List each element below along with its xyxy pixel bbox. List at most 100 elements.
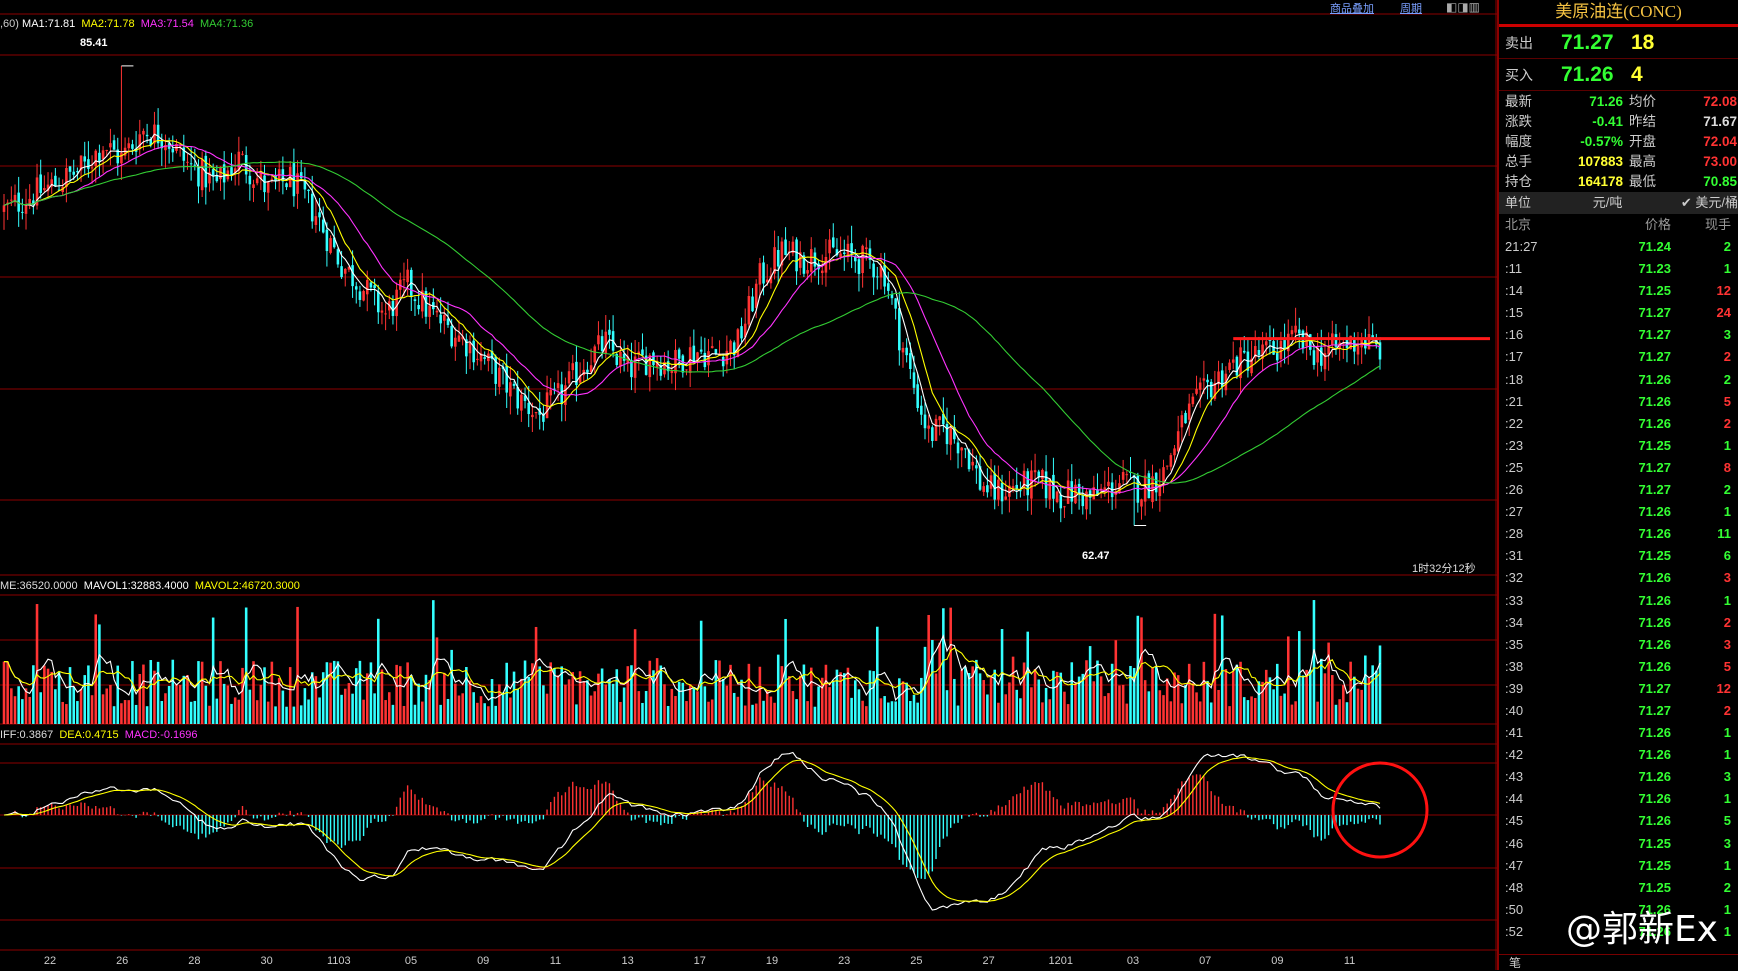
- volume-bar: [938, 642, 941, 724]
- candle-body: [762, 262, 765, 284]
- candle-body: [476, 358, 479, 360]
- dea-label: DEA:0.4715: [59, 729, 119, 741]
- period-link[interactable]: 周期: [1400, 3, 1422, 15]
- volume-bar: [131, 661, 134, 724]
- tick-price: 71.26: [1638, 371, 1671, 387]
- candle-body: [303, 179, 307, 190]
- tick-price: 71.26: [1638, 658, 1671, 674]
- volume-bar: [347, 683, 351, 724]
- volume-bar: [1209, 702, 1213, 724]
- unit-usd-option[interactable]: ✔ 美元/桶: [1680, 195, 1738, 210]
- candle-body: [1063, 506, 1066, 508]
- candle-body: [428, 305, 431, 317]
- volume-bar: [450, 649, 453, 724]
- volume-bar: [1059, 672, 1063, 724]
- tick-price: 71.27: [1638, 349, 1671, 365]
- ma4-line: [3, 161, 1381, 484]
- candle-body: [872, 263, 875, 278]
- tick-volume: 2: [1723, 371, 1731, 387]
- volume-bar: [274, 706, 277, 724]
- x-axis-date-label: 30: [260, 955, 272, 967]
- tick-price: 71.26: [1638, 747, 1671, 763]
- volume-bar: [343, 688, 347, 724]
- kline-chart[interactable]: 22 26 28 30 1103 05 09 11 13 17 19 23 25 27 1201 03 07 09…: [0, 0, 1497, 970]
- tick-time: :14: [1505, 283, 1524, 299]
- candle-body: [512, 383, 516, 386]
- volume-bar: [685, 701, 688, 724]
- volume-bar: [310, 672, 314, 724]
- candle-body: [1015, 484, 1019, 489]
- volume-bar: [1323, 673, 1327, 724]
- candle-body: [1143, 475, 1147, 502]
- volume-bar: [116, 665, 120, 724]
- unit-row[interactable]: 单位 元/吨 ✔ 美元/桶: [1499, 192, 1738, 214]
- volume-bar: [989, 675, 993, 724]
- volume-bar: [421, 701, 424, 724]
- tick-row: :27 71.26 1: [1499, 501, 1738, 523]
- candle-body: [351, 265, 354, 287]
- unit-cny-option[interactable]: 元/吨: [1592, 195, 1623, 210]
- candle-body: [516, 387, 519, 409]
- volume-bar: [248, 689, 252, 724]
- volume-bar: [435, 637, 439, 724]
- volume-bar: [189, 701, 193, 724]
- volume-bar: [769, 696, 773, 724]
- volume-bar: [747, 663, 751, 724]
- volume-bar: [1158, 690, 1162, 724]
- volume-bar: [197, 661, 200, 724]
- candle-body: [1037, 471, 1041, 478]
- volume-bar: [626, 666, 630, 724]
- candle-body: [1151, 476, 1154, 503]
- volume-bar: [582, 681, 586, 724]
- candle-body: [978, 466, 982, 490]
- tick-volume: 3: [1723, 636, 1731, 652]
- candle-body: [802, 255, 806, 274]
- volume-bar: [1074, 683, 1077, 724]
- candle-body: [105, 149, 109, 151]
- volume-bar: [949, 607, 952, 724]
- candle-body: [2, 205, 6, 212]
- candle-body: [1059, 494, 1063, 509]
- volume-bar: [842, 673, 846, 724]
- candle-body: [182, 147, 186, 161]
- volume-bar: [1125, 703, 1129, 724]
- candle-body: [1231, 359, 1235, 363]
- tick-time: :40: [1505, 702, 1524, 718]
- candle-body: [971, 461, 974, 466]
- candle-body: [1136, 475, 1140, 503]
- tick-row: :33 71.26 1: [1499, 590, 1738, 612]
- tick-list[interactable]: 21:27 71.24 2:11 71.23 1:14 71.25 12:15 71.27 24…: [1499, 236, 1738, 943]
- volume-bar: [1338, 699, 1341, 724]
- volume-bar: [1165, 678, 1169, 724]
- tick-price: 71.26: [1638, 725, 1671, 741]
- tick-row: :43 71.26 3: [1499, 766, 1738, 788]
- candle-body: [765, 279, 769, 283]
- mavol2-line: [3, 647, 1381, 695]
- volume-bar: [872, 671, 875, 724]
- tick-time: :27: [1505, 504, 1524, 520]
- volume-bar: [461, 693, 464, 724]
- volume-bar: [1217, 689, 1220, 724]
- candle-body: [784, 239, 787, 256]
- ma2-label: MA2:71.78: [81, 18, 135, 30]
- sell-row[interactable]: 卖出 71.27 18: [1499, 27, 1738, 59]
- volume-bar: [1066, 704, 1070, 724]
- kline-chart-area[interactable]: 22 26 28 30 1103 05 09 11 13 17 19 23 25 27 1201 03 07 09…: [0, 0, 1497, 970]
- ma-prefix: ,60): [0, 18, 19, 30]
- volume-bar: [28, 696, 31, 724]
- volume-bar: [362, 699, 365, 724]
- candle-body: [1261, 344, 1264, 359]
- volume-bar: [1132, 667, 1136, 724]
- mavol2-label: MAVOL2:46720.3000: [194, 580, 300, 592]
- bottom-tab[interactable]: 笔: [1499, 954, 1738, 970]
- tick-row: :45 71.26 5: [1499, 810, 1738, 832]
- volume-bar: [986, 694, 989, 724]
- buy-row[interactable]: 买入 71.26 4: [1499, 59, 1738, 91]
- candle-body: [413, 299, 417, 302]
- volume-bar: [865, 706, 868, 724]
- volume-bar: [828, 687, 831, 724]
- zoom-icons[interactable]: ◧◨▥: [1446, 0, 1481, 14]
- tick-time: :34: [1505, 614, 1524, 630]
- volume-bar: [1140, 617, 1143, 724]
- overlay-link[interactable]: 商品叠加: [1330, 3, 1374, 15]
